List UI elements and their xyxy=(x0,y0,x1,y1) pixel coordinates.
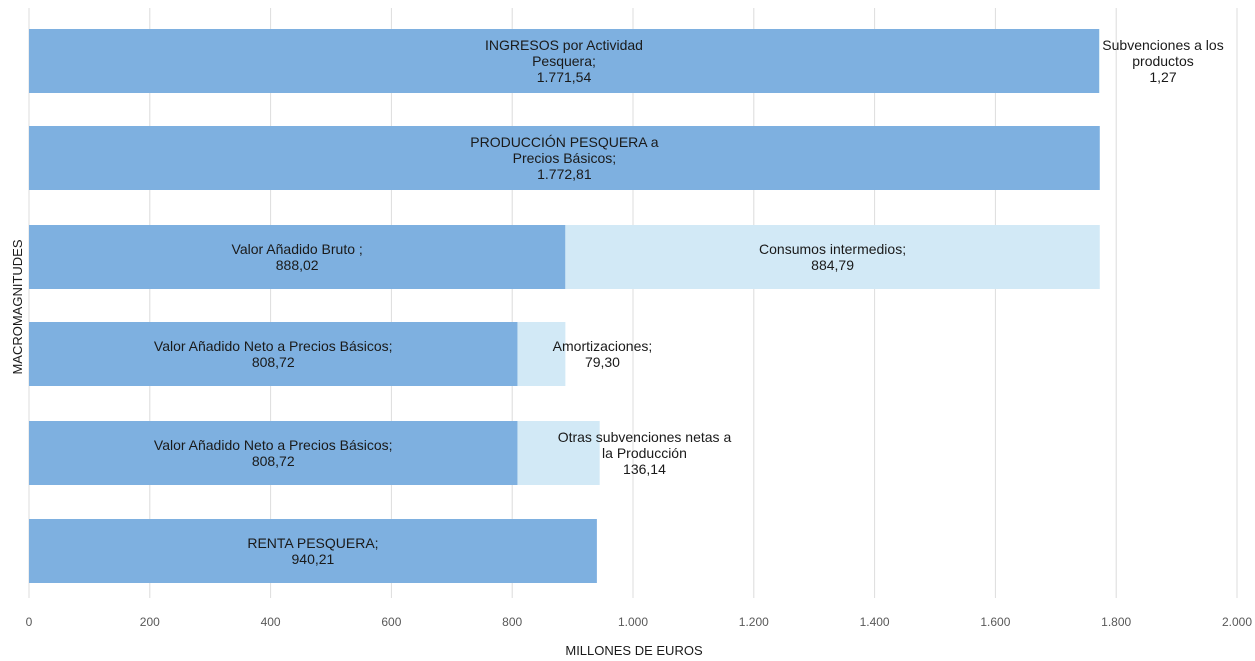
x-axis-title: MILLONES DE EUROS xyxy=(565,643,703,658)
data-label-line: 884,79 xyxy=(811,257,854,273)
bar-segment xyxy=(29,322,518,386)
x-tick-label: 600 xyxy=(381,615,401,629)
bar-row: INGRESOS por Actividad Pesquera; 1.771,54 S… xyxy=(29,29,1224,93)
data-label: Valor Añadido Neto a Precios Básicos; 808… xyxy=(154,437,393,469)
bar-segment xyxy=(29,421,518,485)
data-label-line: Subvenciones a los xyxy=(1102,37,1223,53)
data-label: Valor Añadido Neto a Precios Básicos; 808… xyxy=(154,338,393,370)
data-label-line: 79,30 xyxy=(585,354,620,370)
data-label: Subvenciones a los productos 1,27 xyxy=(1102,37,1223,85)
x-tick-label: 0 xyxy=(26,615,33,629)
x-tick-label: 1.400 xyxy=(860,615,890,629)
x-tick-label: 800 xyxy=(502,615,522,629)
data-label-line: Consumos intermedios; xyxy=(759,241,906,257)
data-label: Valor Añadido Bruto ; 888,02 xyxy=(232,241,363,273)
data-label: Otras subvenciones netas a la Producción 1… xyxy=(558,429,732,477)
x-tick-label: 1.000 xyxy=(618,615,648,629)
bar-segment xyxy=(29,126,1100,190)
x-tick-label: 1.600 xyxy=(980,615,1010,629)
bar-segment-secondary xyxy=(565,225,1100,289)
bar-row: Valor Añadido Bruto ; 888,02 Consumos inte… xyxy=(29,225,1100,289)
data-label-line: Amortizaciones; xyxy=(553,338,653,354)
bar-segment-secondary xyxy=(517,421,600,485)
x-tick-label: 1.800 xyxy=(1101,615,1131,629)
x-tick-label: 400 xyxy=(261,615,281,629)
bar-segment-secondary xyxy=(517,322,566,386)
bar-segment xyxy=(29,519,597,583)
data-label-line: RENTA PESQUERA; xyxy=(247,535,378,551)
data-label-line: 888,02 xyxy=(276,257,319,273)
gridlines xyxy=(28,8,1238,598)
data-label: RENTA PESQUERA; 940,21 xyxy=(247,535,378,567)
bar-segment xyxy=(29,29,1100,93)
x-tick-label: 200 xyxy=(140,615,160,629)
data-label-line: Pesquera; xyxy=(532,53,596,69)
data-label-line: 940,21 xyxy=(292,551,335,567)
bar-row: RENTA PESQUERA; 940,21 xyxy=(29,519,597,583)
data-label: Consumos intermedios; 884,79 xyxy=(759,241,906,273)
data-label-line: Otras subvenciones netas a xyxy=(558,429,732,445)
data-label-line: 808,72 xyxy=(252,354,295,370)
bar-row: Valor Añadido Neto a Precios Básicos; 808… xyxy=(29,322,652,386)
data-label-line: 808,72 xyxy=(252,453,295,469)
x-tick-label: 1.200 xyxy=(739,615,769,629)
x-tick-label: 2.000 xyxy=(1222,615,1252,629)
data-label-line: productos xyxy=(1132,53,1193,69)
y-axis-title: MACROMAGNITUDES xyxy=(10,239,25,374)
data-label-line: 136,14 xyxy=(623,461,666,477)
data-label-line: Valor Añadido Neto a Precios Básicos; xyxy=(154,437,393,453)
data-label-line: Valor Añadido Bruto ; xyxy=(232,241,363,257)
data-label-line: la Producción xyxy=(602,445,687,461)
data-label-line: Valor Añadido Neto a Precios Básicos; xyxy=(154,338,393,354)
data-label-line: 1.771,54 xyxy=(537,69,592,85)
data-label-line: INGRESOS por Actividad xyxy=(485,37,643,53)
bar-row: PRODUCCIÓN PESQUERA a Precios Básicos; 1.7… xyxy=(29,126,1100,190)
x-axis-ticks: 0 200 400 600 800 1.000 1.200 1.400 1.600 1.800 2.… xyxy=(26,615,1253,629)
data-label-line: PRODUCCIÓN PESQUERA a xyxy=(470,134,658,150)
data-label-line: 1,27 xyxy=(1149,69,1176,85)
data-label: INGRESOS por Actividad Pesquera; 1.771,54 xyxy=(485,37,643,85)
data-label-line: Precios Básicos; xyxy=(513,150,616,166)
data-label-line: 1.772,81 xyxy=(537,166,592,182)
bars-group: INGRESOS por Actividad Pesquera; 1.771,54 S… xyxy=(29,29,1224,583)
data-label: PRODUCCIÓN PESQUERA a Precios Básicos; 1.7… xyxy=(470,134,658,182)
bar-row: Valor Añadido Neto a Precios Básicos; 808… xyxy=(29,421,731,485)
data-label: Amortizaciones; 79,30 xyxy=(553,338,653,370)
bar-segment xyxy=(29,225,566,289)
bar-segment-secondary xyxy=(1099,29,1100,93)
